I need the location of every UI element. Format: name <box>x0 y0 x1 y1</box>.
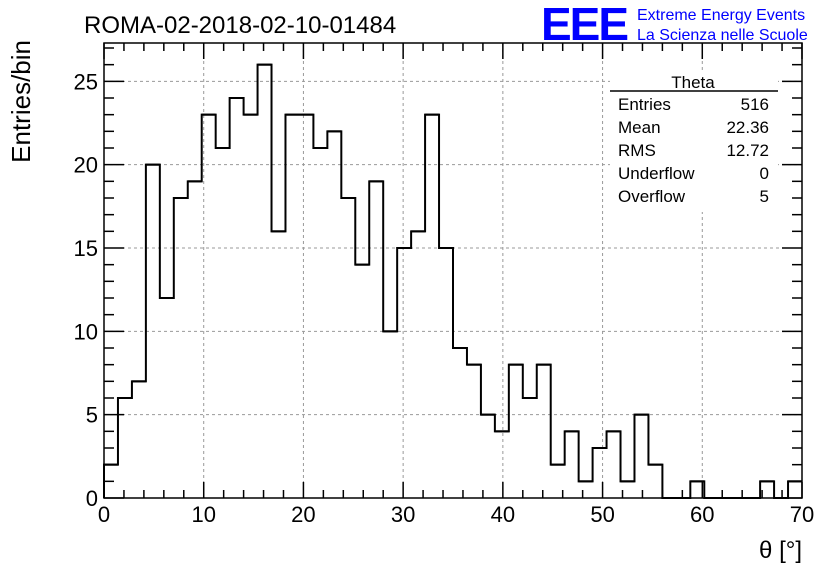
y-tick-label: 10 <box>74 319 98 344</box>
logo-mark: EEE <box>541 0 627 50</box>
x-tick-label: 30 <box>391 502 415 527</box>
stats-row-value: 22.36 <box>726 118 769 137</box>
stats-row-value: 516 <box>741 95 769 114</box>
y-axis-label: Entries/bin <box>6 40 36 163</box>
stats-box-title: Theta <box>671 73 715 92</box>
logo-line1: Extreme Energy Events <box>637 7 805 24</box>
stats-box-background <box>610 72 778 212</box>
plot-frame <box>103 42 803 499</box>
stats-row-value: 0 <box>760 164 769 183</box>
stats-row-label: RMS <box>618 141 656 160</box>
histogram-outline <box>103 63 802 499</box>
y-tick-label: 5 <box>86 403 98 428</box>
stats-row-label: Entries <box>618 95 671 114</box>
stats-row-label: Mean <box>618 118 661 137</box>
eee-logo: EEE Extreme Energy Events La Scienza nel… <box>541 0 808 50</box>
x-tick-label: 60 <box>690 502 714 527</box>
x-tick-label: 70 <box>790 502 814 527</box>
x-tick-label: 20 <box>291 502 315 527</box>
chart-title: ROMA-02-2018-02-10-01484 <box>84 12 396 39</box>
x-tick-label: 50 <box>590 502 614 527</box>
stats-row-value: 12.72 <box>726 141 769 160</box>
x-tick-label: 0 <box>98 502 110 527</box>
stats-row-label: Underflow <box>618 164 695 183</box>
x-axis-ticks: 0 10 20 30 40 50 60 70 <box>98 43 814 527</box>
plot-frame-rect <box>103 42 803 499</box>
y-tick-label: 20 <box>74 153 98 178</box>
x-tick-label: 40 <box>491 502 515 527</box>
y-tick-label: 25 <box>74 69 98 94</box>
y-tick-label: 0 <box>86 486 98 511</box>
y-axis-ticks: 0 5 10 15 20 25 <box>74 47 802 511</box>
y-tick-label: 15 <box>74 236 98 261</box>
stats-box: Theta Entries 516 Mean 22.36 RMS 12.72 Underfl… <box>610 72 778 212</box>
stats-row-label: Overflow <box>618 187 686 206</box>
x-axis-label: θ [°] <box>759 537 802 564</box>
logo-line2: La Scienza nelle Scuole <box>637 27 808 44</box>
stats-row-value: 5 <box>760 187 769 206</box>
x-tick-label: 10 <box>191 502 215 527</box>
